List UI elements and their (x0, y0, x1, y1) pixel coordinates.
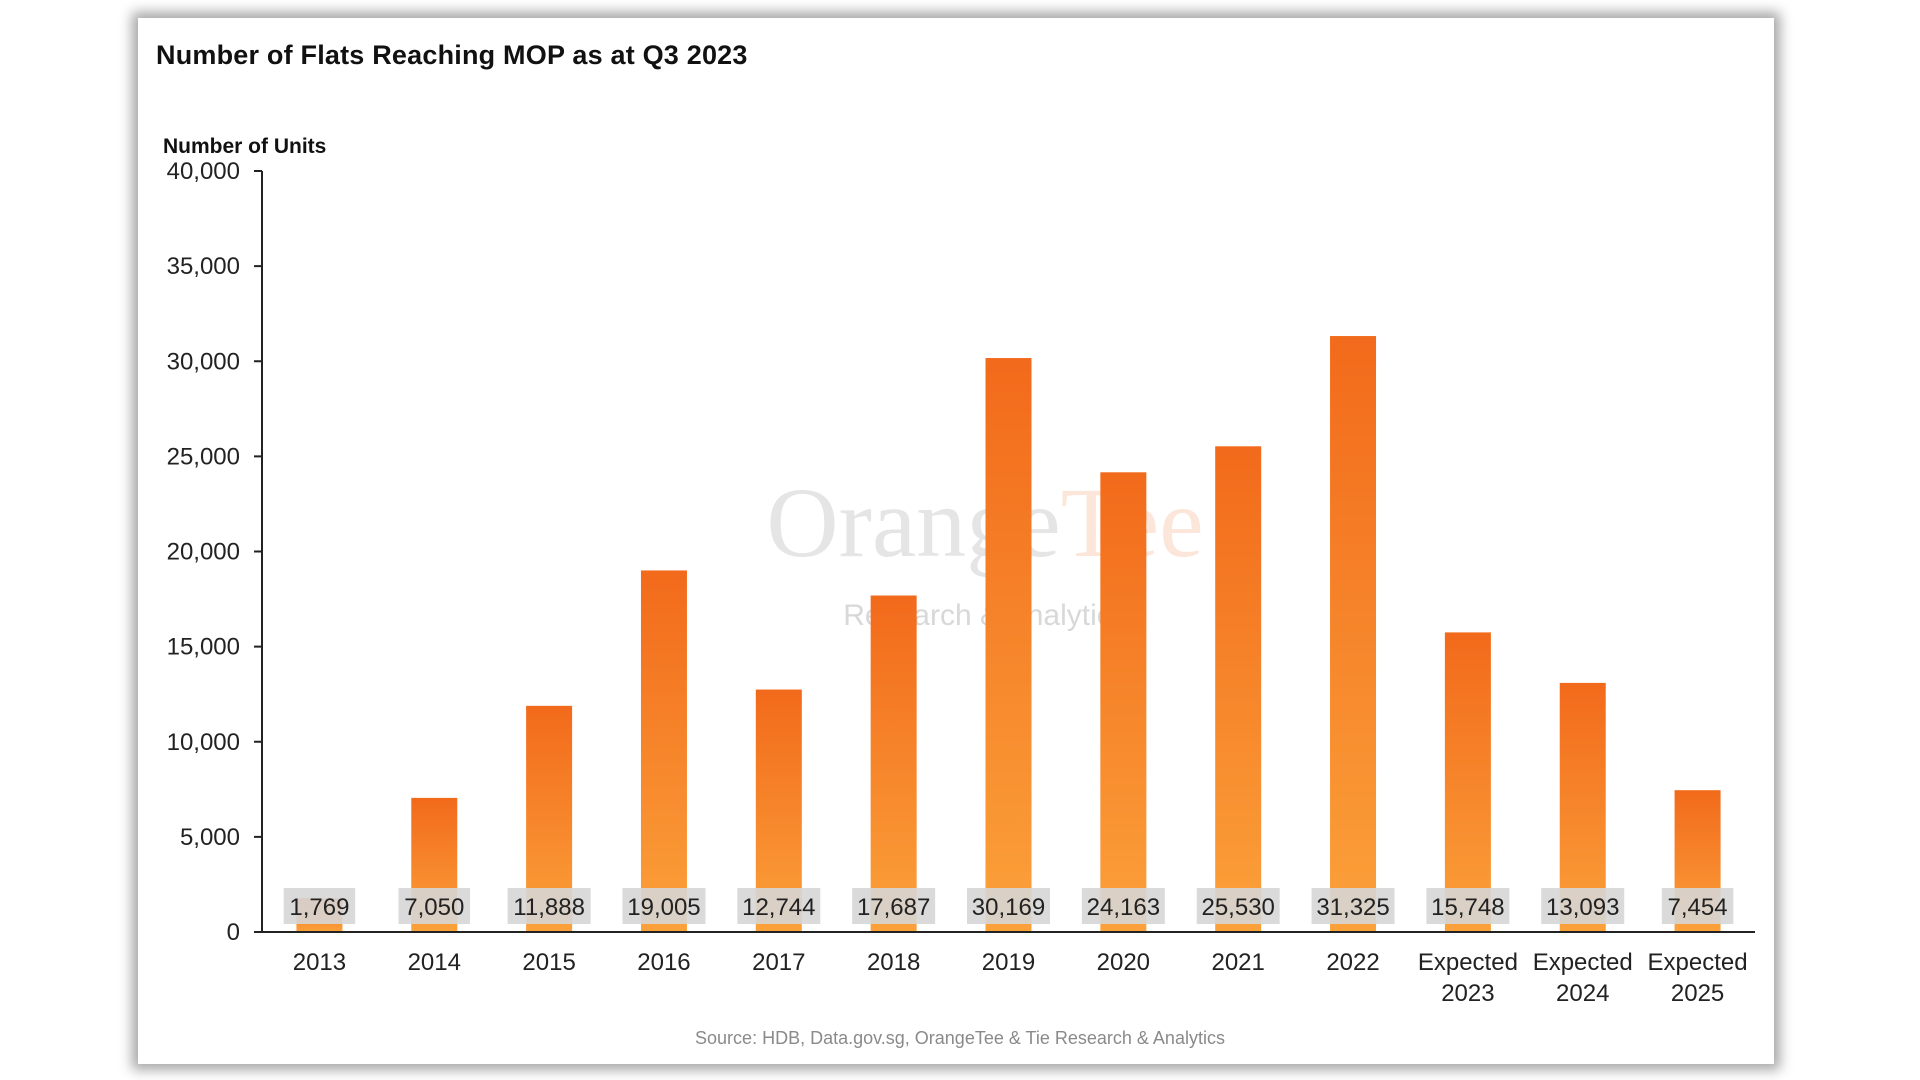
chart-title: Number of Flats Reaching MOP as at Q3 20… (156, 40, 748, 70)
data-label: 11,888 (507, 888, 591, 924)
x-tick-label: 2017 (752, 949, 805, 976)
x-tick-label: Expected 2023 (1418, 949, 1518, 1007)
bar (640, 570, 687, 932)
data-label-text: 7,050 (404, 894, 464, 921)
data-label-box (1541, 888, 1625, 924)
bar (985, 358, 1032, 932)
data-label-box (967, 888, 1050, 924)
data-label-box (737, 888, 821, 924)
y-tick-label: 15,000 (167, 634, 240, 661)
x-tick-label: 2015 (522, 949, 575, 976)
data-label-text: 30,169 (972, 894, 1045, 921)
data-label-text: 19,005 (627, 894, 700, 921)
x-tick-label: 2016 (637, 949, 690, 976)
y-tick-label: 35,000 (167, 253, 240, 280)
data-label-text: 17,687 (857, 894, 930, 921)
data-label: 13,093 (1541, 888, 1625, 924)
source-note: Source: HDB, Data.gov.sg, OrangeTee & Ti… (695, 1028, 1225, 1048)
x-tick-label: 2014 (408, 949, 461, 976)
data-label-box (507, 888, 591, 924)
data-label-text: 15,748 (1431, 894, 1504, 921)
data-label-box (852, 888, 936, 924)
bar (1330, 336, 1377, 932)
data-label: 7,050 (398, 888, 471, 924)
data-label-box (1081, 888, 1165, 924)
data-label: 12,744 (737, 888, 821, 924)
data-label-box (1311, 888, 1395, 924)
data-label: 19,005 (622, 888, 706, 924)
data-label: 24,163 (1081, 888, 1165, 924)
x-tick-label: Expected 2025 (1648, 949, 1748, 1007)
x-tick-label: Expected 2024 (1533, 949, 1633, 1007)
bar (1444, 632, 1491, 932)
data-label-text: 13,093 (1546, 894, 1619, 921)
data-label-box (1196, 888, 1280, 924)
data-label: 15,748 (1426, 888, 1510, 924)
data-label-text: 12,744 (742, 894, 815, 921)
x-tick-label: 2013 (293, 949, 346, 976)
y-axis-label: Number of Units (163, 135, 326, 158)
data-label: 7,454 (1661, 888, 1734, 924)
bar (1100, 472, 1147, 932)
data-label-box (622, 888, 706, 924)
y-axis: 0 5,000 10,000 15,000 20,000 25,000 30,000 35,0… (167, 158, 263, 946)
y-tick-label: 20,000 (167, 539, 240, 566)
x-tick-label: 2022 (1326, 949, 1379, 976)
y-tick-label: 0 (227, 919, 240, 946)
x-axis: 2013 2014 2015 2016 2017 2018 2019 2020 2021 2022… (262, 931, 1755, 1007)
data-label: 1,769 (283, 888, 356, 924)
data-label: 30,169 (967, 888, 1050, 924)
data-label: 31,325 (1311, 888, 1395, 924)
y-tick-label: 25,000 (167, 443, 240, 470)
data-label-text: 1,769 (289, 894, 349, 921)
data-label-text: 7,454 (1668, 894, 1728, 921)
data-label: 17,687 (852, 888, 936, 924)
y-tick-label: 10,000 (167, 729, 240, 756)
y-tick-label: 5,000 (180, 824, 240, 851)
bars-group (296, 336, 1721, 932)
y-tick-label: 30,000 (167, 348, 240, 375)
x-tick-label: 2018 (867, 949, 920, 976)
data-label-box (1661, 888, 1734, 924)
x-tick-label: 2019 (982, 949, 1035, 976)
bar (870, 595, 917, 932)
data-label-box (1426, 888, 1510, 924)
data-label-text: 31,325 (1316, 894, 1389, 921)
data-labels-group: 1,769 7,050 11,888 19,005 12,744 17,687 30,169… (283, 888, 1734, 924)
bar (1215, 446, 1262, 932)
data-label: 25,530 (1196, 888, 1280, 924)
data-label-text: 24,163 (1087, 894, 1160, 921)
data-label-box (398, 888, 471, 924)
x-tick-label: 2020 (1097, 949, 1150, 976)
y-tick-label: 40,000 (167, 158, 240, 185)
data-label-box (283, 888, 356, 924)
data-label-text: 25,530 (1201, 894, 1274, 921)
data-label-text: 11,888 (513, 894, 585, 921)
x-tick-label: 2021 (1211, 949, 1264, 976)
